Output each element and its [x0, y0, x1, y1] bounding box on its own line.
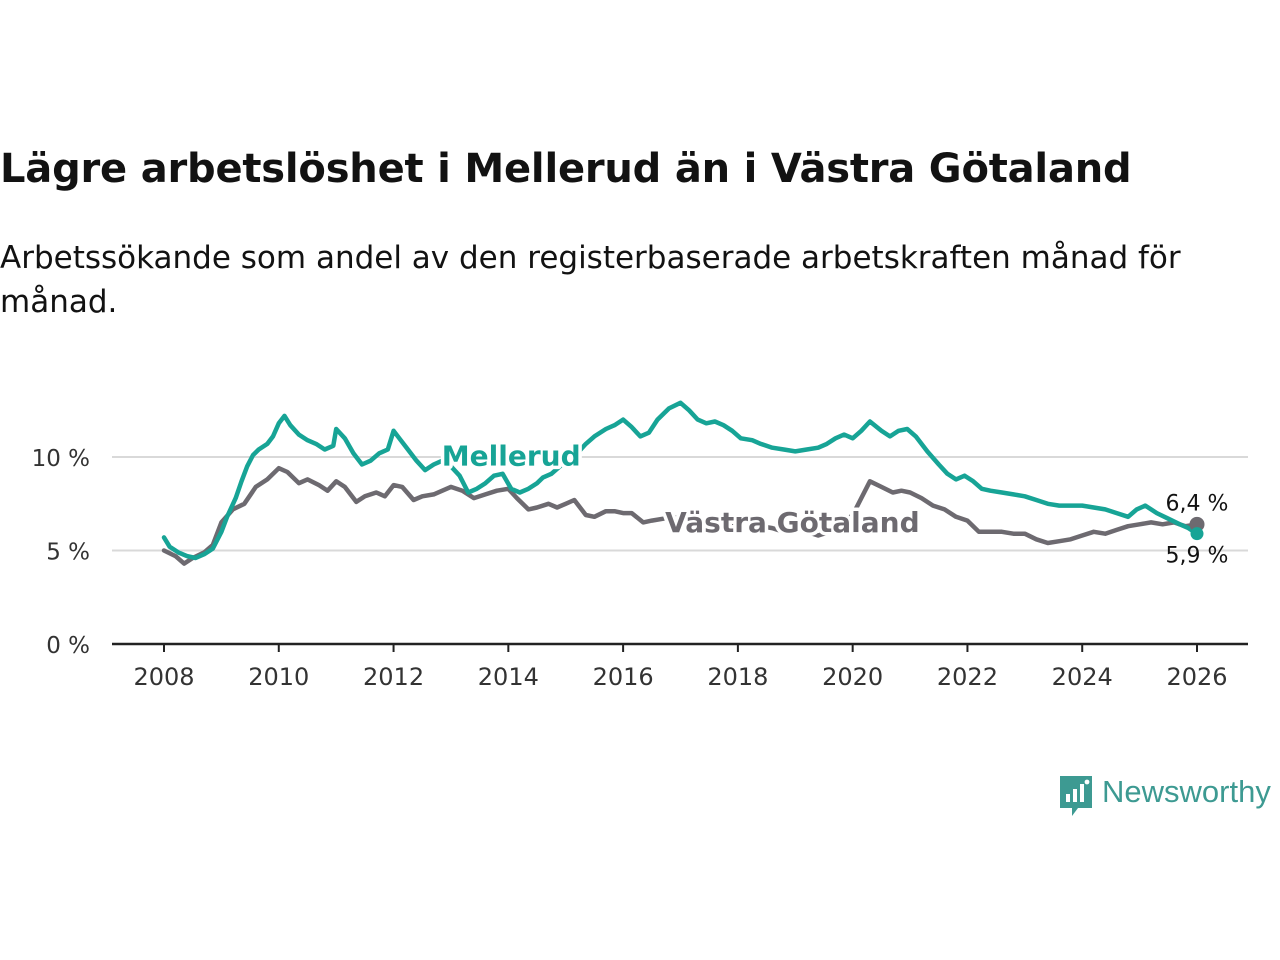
chart-subtitle: Arbetssökande som andel av den registerb…: [0, 240, 1181, 320]
gridlines: 0 % 5 % 10 %: [32, 446, 1248, 659]
x-tick-label: 2018: [707, 663, 768, 691]
newsworthy-logo: Newsworthy: [1058, 772, 1271, 818]
newsworthy-logo-icon: [1060, 776, 1092, 816]
x-tick-label: 2020: [822, 663, 883, 691]
x-tick-label: 2016: [593, 663, 654, 691]
series-line-mellerud: [161, 400, 1200, 561]
end-value-label-mellerud: 5,9 %: [1166, 544, 1229, 569]
x-tick-label: 2010: [248, 663, 309, 691]
x-tick-label: 2008: [133, 663, 194, 691]
end-marker-vastra-gotaland: [1189, 516, 1205, 532]
x-tick-label: 2012: [363, 663, 424, 691]
y-tick-label: 10 %: [32, 446, 90, 472]
y-tick-label: 0 %: [46, 633, 90, 659]
chart-title: Lägre arbetslöshet i Mellerud än i Västr…: [0, 146, 1132, 192]
line-chart: 0 %5 %10 % 2008 2010 2012 2014 2016 2018 2020 2…: [32, 400, 1248, 691]
series-label-vastra-gotaland: Västra Götaland: [665, 506, 920, 539]
x-axis: 2008 2010 2012 2014 2016 2018 2020 2022 2024 2026: [112, 642, 1248, 691]
end-marker-mellerud: [1190, 527, 1204, 541]
end-value-label-vastra-gotaland: 6,4 %: [1166, 491, 1229, 516]
y-tick-label: 5 %: [46, 540, 90, 566]
x-tick-label: 2024: [1052, 663, 1113, 691]
brand-name: Newsworthy: [1102, 774, 1271, 809]
series-label-mellerud: Mellerud: [442, 439, 581, 472]
x-tick-label: 2022: [937, 663, 998, 691]
series-labels: Mellerud Västra Götaland 6,4 % 5,9 %: [438, 436, 1229, 569]
series-line-v-stra-g-taland: [161, 465, 1200, 566]
series-lines: [161, 400, 1200, 566]
x-tick-label: 2026: [1166, 663, 1227, 691]
x-tick-label: 2014: [478, 663, 539, 691]
